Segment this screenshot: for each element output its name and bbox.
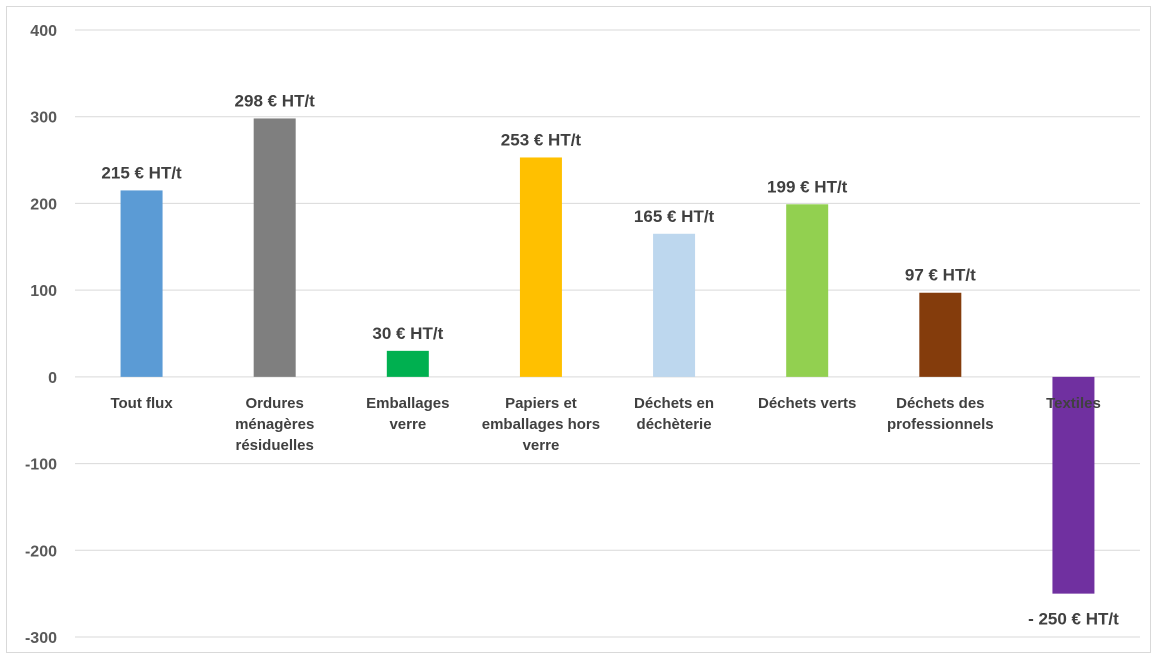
y-tick-label: -200 <box>25 543 57 560</box>
bar <box>519 157 562 377</box>
data-label: 215 € HT/t <box>101 163 182 182</box>
data-labels: 215 € HT/t 298 € HT/t 30 € HT/t 253 € HT/t 1… <box>101 91 1119 628</box>
category-label: Déchets verts <box>758 395 856 412</box>
bar <box>386 350 429 377</box>
category-label-line: Déchets des <box>896 395 984 412</box>
category-label-line: verre <box>389 416 426 433</box>
category-label: Papiers et emballages hors verre <box>482 395 600 454</box>
bar <box>253 118 296 377</box>
gridlines <box>75 29 1140 638</box>
y-tick-label: 400 <box>30 23 57 40</box>
category-label-line: déchèterie <box>637 416 712 433</box>
category-label-line: Emballages <box>366 395 449 412</box>
data-label: - 250 € HT/t <box>1028 610 1119 629</box>
bar <box>919 292 962 377</box>
category-label-line: Textiles <box>1046 395 1101 412</box>
data-label: 165 € HT/t <box>634 207 715 226</box>
category-label-line: Ordures <box>246 395 304 412</box>
y-tick-label: 200 <box>30 196 57 213</box>
bars <box>120 118 1095 594</box>
category-label: Emballages verre <box>366 395 449 433</box>
data-label: 199 € HT/t <box>767 177 848 196</box>
category-label: Déchets des professionnels <box>887 395 994 433</box>
category-label-line: Tout flux <box>110 395 173 412</box>
category-label: Déchets en déchèterie <box>634 395 714 433</box>
category-label-line: verre <box>523 437 560 454</box>
bar <box>653 233 696 377</box>
category-label: Tout flux <box>110 395 173 412</box>
data-label: 253 € HT/t <box>501 130 582 149</box>
y-axis-ticks: 400 300 200 100 0 -100 -200 -300 <box>25 23 57 647</box>
category-label-line: résiduelles <box>235 437 313 454</box>
bar <box>1052 376 1095 594</box>
category-label: Ordures ménagères résiduelles <box>235 395 314 454</box>
category-label-line: Papiers et <box>505 395 577 412</box>
bar <box>120 190 163 377</box>
data-label: 97 € HT/t <box>905 266 976 285</box>
data-label: 30 € HT/t <box>372 324 443 343</box>
category-labels: Tout flux Ordures ménagères résiduelles Emba… <box>110 395 1100 454</box>
category-label-line: emballages hors <box>482 416 600 433</box>
data-label: 298 € HT/t <box>235 91 316 110</box>
y-tick-label: -300 <box>25 630 57 647</box>
y-tick-label: 0 <box>48 370 57 387</box>
y-tick-label: 100 <box>30 283 57 300</box>
y-tick-label: -100 <box>25 457 57 474</box>
bar <box>786 204 829 377</box>
category-label: Textiles <box>1046 395 1101 412</box>
category-label-line: Déchets en <box>634 395 714 412</box>
category-label-line: Déchets verts <box>758 395 856 412</box>
category-label-line: professionnels <box>887 416 994 433</box>
category-label-line: ménagères <box>235 416 314 433</box>
y-tick-label: 300 <box>30 110 57 127</box>
